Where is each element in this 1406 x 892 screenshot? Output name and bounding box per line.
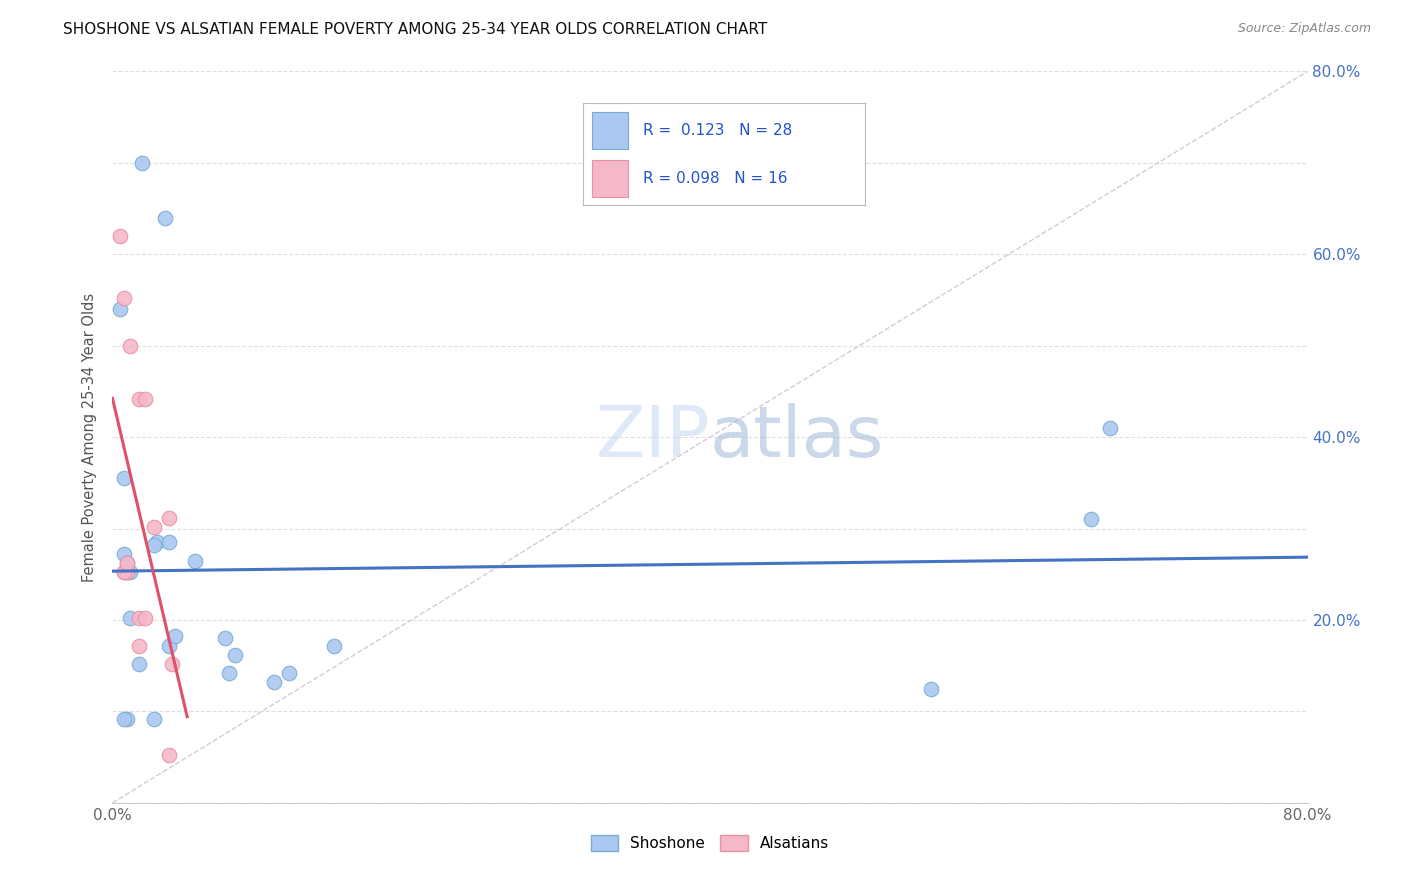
Point	[128, 611, 150, 625]
Point	[322, 639, 344, 653]
Point	[134, 611, 156, 625]
Point	[153, 211, 176, 225]
Point	[120, 338, 142, 352]
Point	[117, 556, 139, 570]
Point	[131, 156, 153, 170]
Point	[157, 535, 180, 549]
Point	[108, 301, 131, 317]
Point	[1099, 421, 1122, 435]
Point	[108, 229, 131, 244]
Point	[157, 639, 180, 653]
Point	[114, 712, 135, 726]
Point	[117, 712, 139, 726]
Point	[128, 657, 150, 671]
Text: R = 0.098   N = 16: R = 0.098 N = 16	[643, 171, 787, 186]
Text: ZIP: ZIP	[596, 402, 710, 472]
Point	[114, 547, 135, 561]
Point	[165, 629, 187, 643]
Point	[114, 291, 135, 305]
Point	[157, 510, 180, 524]
Point	[157, 748, 180, 763]
Point	[214, 632, 236, 646]
Point	[114, 471, 135, 485]
Point	[277, 665, 299, 680]
Point	[183, 553, 205, 567]
Point	[117, 566, 139, 580]
Point	[143, 519, 166, 533]
Point	[114, 566, 135, 580]
Bar	[592, 112, 628, 149]
Text: Source: ZipAtlas.com: Source: ZipAtlas.com	[1237, 22, 1371, 36]
Point	[114, 566, 135, 580]
Point	[128, 392, 150, 406]
Bar	[592, 160, 628, 197]
Point	[117, 556, 139, 570]
Point	[143, 538, 166, 552]
Point	[263, 675, 285, 690]
Point	[1080, 512, 1102, 526]
Y-axis label: Female Poverty Among 25-34 Year Olds: Female Poverty Among 25-34 Year Olds	[82, 293, 97, 582]
Point	[920, 681, 942, 696]
Point	[162, 657, 183, 671]
Legend: Shoshone, Alsatians: Shoshone, Alsatians	[585, 830, 835, 857]
Text: atlas: atlas	[710, 402, 884, 472]
Point	[134, 392, 156, 406]
Point	[143, 712, 166, 726]
Text: R =  0.123   N = 28: R = 0.123 N = 28	[643, 123, 792, 137]
Point	[120, 566, 142, 580]
Point	[218, 665, 240, 680]
Point	[120, 611, 142, 625]
Point	[224, 648, 246, 662]
Text: SHOSHONE VS ALSATIAN FEMALE POVERTY AMONG 25-34 YEAR OLDS CORRELATION CHART: SHOSHONE VS ALSATIAN FEMALE POVERTY AMON…	[63, 22, 768, 37]
Point	[146, 535, 169, 549]
Point	[128, 639, 150, 653]
Point	[117, 566, 139, 580]
